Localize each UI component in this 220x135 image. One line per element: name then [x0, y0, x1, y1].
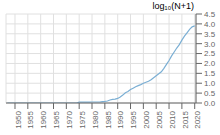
svg-text:2020: 2020 — [193, 110, 202, 128]
svg-text:4.0: 4.0 — [204, 20, 212, 29]
svg-text:2015: 2015 — [181, 110, 190, 128]
svg-text:3.5: 3.5 — [204, 30, 212, 39]
svg-text:2000: 2000 — [142, 110, 151, 128]
svg-text:1955: 1955 — [27, 110, 36, 128]
svg-text:1970: 1970 — [65, 110, 74, 128]
svg-text:1980: 1980 — [91, 110, 100, 128]
svg-text:1985: 1985 — [104, 110, 113, 128]
svg-text:1.5: 1.5 — [204, 69, 212, 78]
svg-text:1960: 1960 — [39, 110, 48, 128]
svg-text:3.0: 3.0 — [204, 40, 212, 49]
svg-text:2.5: 2.5 — [204, 49, 212, 58]
svg-text:2.0: 2.0 — [204, 59, 212, 68]
svg-text:1965: 1965 — [52, 110, 61, 128]
svg-text:4.5: 4.5 — [204, 10, 212, 19]
svg-text:1990: 1990 — [116, 110, 125, 128]
svg-text:1.0: 1.0 — [204, 79, 212, 88]
svg-text:1950: 1950 — [14, 110, 23, 128]
html-text:log₁₀(N+1): log₁₀(N+1) — [152, 1, 194, 11]
svg-text:1975: 1975 — [78, 110, 87, 128]
svg-text:2005: 2005 — [155, 110, 164, 128]
svg-text:0.0: 0.0 — [204, 99, 212, 108]
svg-text:1995: 1995 — [129, 110, 138, 128]
svg-text:0.5: 0.5 — [204, 89, 212, 98]
svg-text:2010: 2010 — [168, 110, 177, 128]
